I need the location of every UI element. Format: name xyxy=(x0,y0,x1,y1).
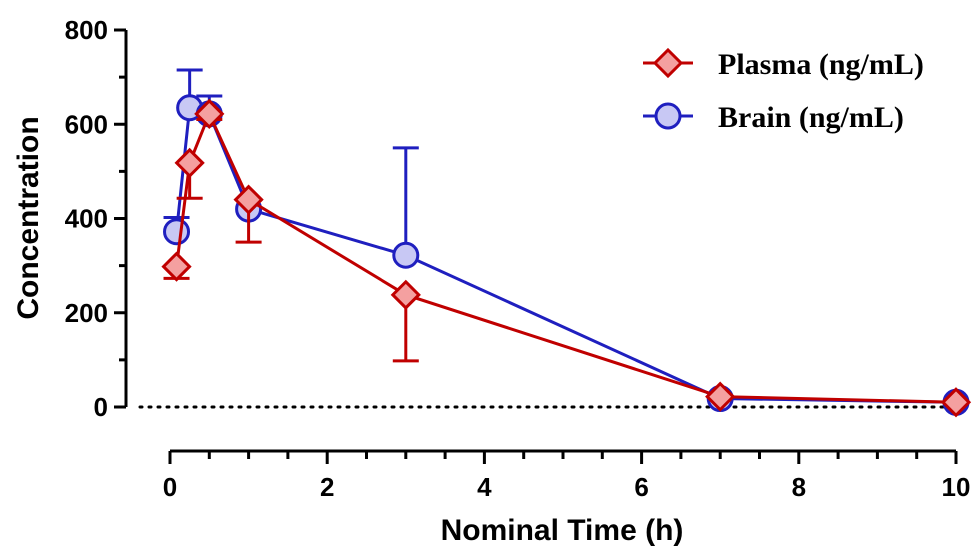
series-plasma xyxy=(161,98,972,418)
x-tick-label: 10 xyxy=(942,472,971,502)
legend-marker xyxy=(654,102,682,130)
data-point xyxy=(390,279,421,310)
y-tick-label: 400 xyxy=(65,204,108,234)
series-layer xyxy=(161,68,972,418)
series-line xyxy=(175,105,957,404)
x-tick-label: 8 xyxy=(792,472,806,502)
data-point xyxy=(161,251,192,282)
data-point xyxy=(194,98,225,130)
legend: Plasma (ng/mL) Brain (ng/mL) xyxy=(643,47,924,134)
legend-label: Brain (ng/mL) xyxy=(718,101,904,134)
data-point xyxy=(940,387,972,418)
series-line xyxy=(175,110,957,404)
data-point xyxy=(163,218,191,246)
y-tick-label: 800 xyxy=(65,15,108,45)
data-point xyxy=(705,381,736,412)
x-tick-label: 0 xyxy=(163,472,177,502)
x-tick-label: 6 xyxy=(634,472,648,502)
x-tick-label: 2 xyxy=(320,472,334,502)
y-tick-label: 200 xyxy=(65,298,108,328)
y-tick-label: 0 xyxy=(94,392,108,422)
data-point xyxy=(392,241,420,269)
legend-label: Plasma (ng/mL) xyxy=(718,48,924,81)
y-tick-label: 600 xyxy=(65,109,108,139)
legend-marker xyxy=(652,47,684,79)
data-point xyxy=(233,184,264,215)
axes: 0 200 400 600 800 0 2 4 6 8 10 xyxy=(65,15,971,502)
y-axis-title: Concentration xyxy=(12,116,45,319)
x-tick-label: 4 xyxy=(477,472,492,502)
x-axis-title: Nominal Time (h) xyxy=(441,514,684,547)
data-point xyxy=(174,147,205,179)
